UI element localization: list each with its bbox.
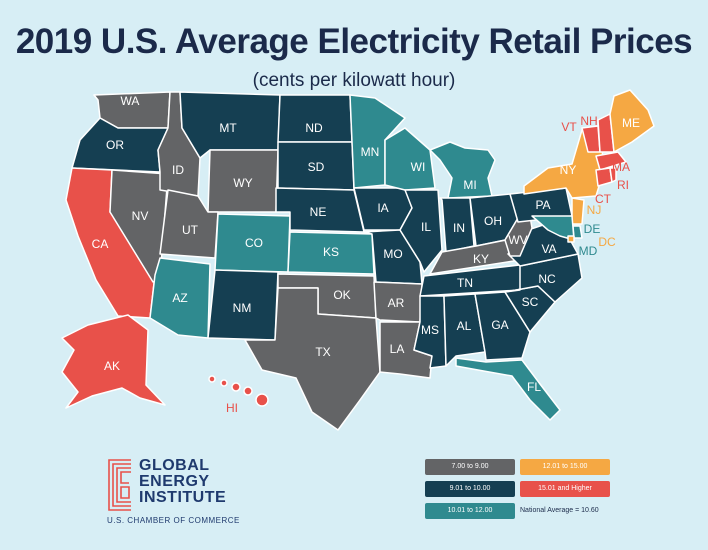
label-KS: KS [323,245,339,259]
label-HI: HI [226,401,238,415]
label-AL: AL [457,319,472,333]
legend: 7.00 to 9.00 12.01 to 15.00 9.01 to 10.0… [425,459,610,519]
label-DE: DE [584,222,601,236]
logo-line-2: ENERGY [139,473,210,490]
label-TX: TX [315,345,330,359]
logo-subtitle: U.S. CHAMBER OF COMMERCE [107,516,240,525]
label-DC: DC [598,235,616,249]
label-MS: MS [421,323,439,337]
label-WY: WY [233,176,252,190]
label-CT: CT [595,192,612,206]
label-MI: MI [463,178,476,192]
state-KS[interactable] [287,231,375,275]
state-IL[interactable] [399,189,443,273]
label-OR: OR [106,138,124,152]
label-ID: ID [172,163,184,177]
global-energy-institute-logo: GLOBAL ENERGY INSTITUTE U.S. CHAMBER OF … [107,457,240,528]
state-WI[interactable] [384,127,436,191]
state-CT[interactable] [595,167,613,187]
label-RI: RI [617,178,629,192]
label-FL: FL [527,380,541,394]
label-OK: OK [333,288,350,302]
label-GA: GA [491,318,508,332]
label-SD: SD [308,160,325,174]
label-NC: NC [538,272,556,286]
legend-item-navy: 9.01 to 10.00 [425,481,515,497]
state-ME[interactable] [609,89,655,153]
label-MT: MT [219,121,237,135]
national-average: National Average = 10.60 [520,507,599,514]
label-KY: KY [473,252,489,266]
state-DC[interactable] [567,235,575,243]
state-AR[interactable] [373,281,423,323]
label-LA: LA [390,342,405,356]
label-OH: OH [484,214,502,228]
state-MI[interactable] [429,141,496,199]
state-FL[interactable] [455,357,561,421]
legend-item-orange: 12.01 to 15.00 [520,459,610,475]
state-MA[interactable] [595,151,627,171]
label-VA: VA [541,242,556,256]
state-AL[interactable] [443,293,486,367]
label-NH: NH [580,114,597,128]
label-AR: AR [388,296,405,310]
legend-item-red: 15.01 and Higher [520,481,610,497]
label-AK: AK [104,359,120,373]
state-HI[interactable] [208,375,269,407]
label-NM: NM [233,301,252,315]
label-MO: MO [383,247,402,261]
label-NV: NV [132,209,149,223]
label-WI: WI [411,160,426,174]
state-AK[interactable] [61,314,166,409]
state-TX[interactable] [244,287,381,431]
label-WV: WV [508,233,527,247]
state-MD[interactable] [531,215,575,241]
label-PA: PA [535,198,550,212]
label-AZ: AZ [172,291,187,305]
map-title: 2019 U.S. Average Electricity Retail Pri… [15,22,693,61]
label-SC: SC [522,295,539,309]
label-IA: IA [377,201,388,215]
label-MN: MN [361,145,380,159]
label-NY: NY [560,163,577,177]
label-ND: ND [305,121,323,135]
label-CO: CO [245,236,263,250]
state-RI[interactable] [609,167,617,183]
state-NJ[interactable] [571,197,585,225]
state-NC[interactable] [504,253,583,303]
state-AZ[interactable] [149,257,211,339]
map-subtitle: (cents per kilowatt hour) [252,70,456,91]
legend-item-teal: 10.01 to 12.00 [425,503,515,519]
label-VT: VT [561,120,577,134]
label-CA: CA [92,237,109,251]
logo-line-3: INSTITUTE [139,489,227,506]
label-IN: IN [453,221,465,235]
label-TN: TN [457,276,473,290]
state-UT[interactable] [159,189,219,259]
logo-e-icon [108,459,131,511]
label-MA: MA [612,160,630,174]
legend-item-gray: 7.00 to 9.00 [425,459,515,475]
label-NJ: NJ [587,203,602,217]
label-ME: ME [622,116,640,130]
label-WA: WA [121,94,140,108]
label-MD: MD [579,244,598,258]
label-IL: IL [421,220,431,234]
logo-line-1: GLOBAL [139,457,210,474]
label-UT: UT [182,223,199,237]
label-NE: NE [310,205,327,219]
